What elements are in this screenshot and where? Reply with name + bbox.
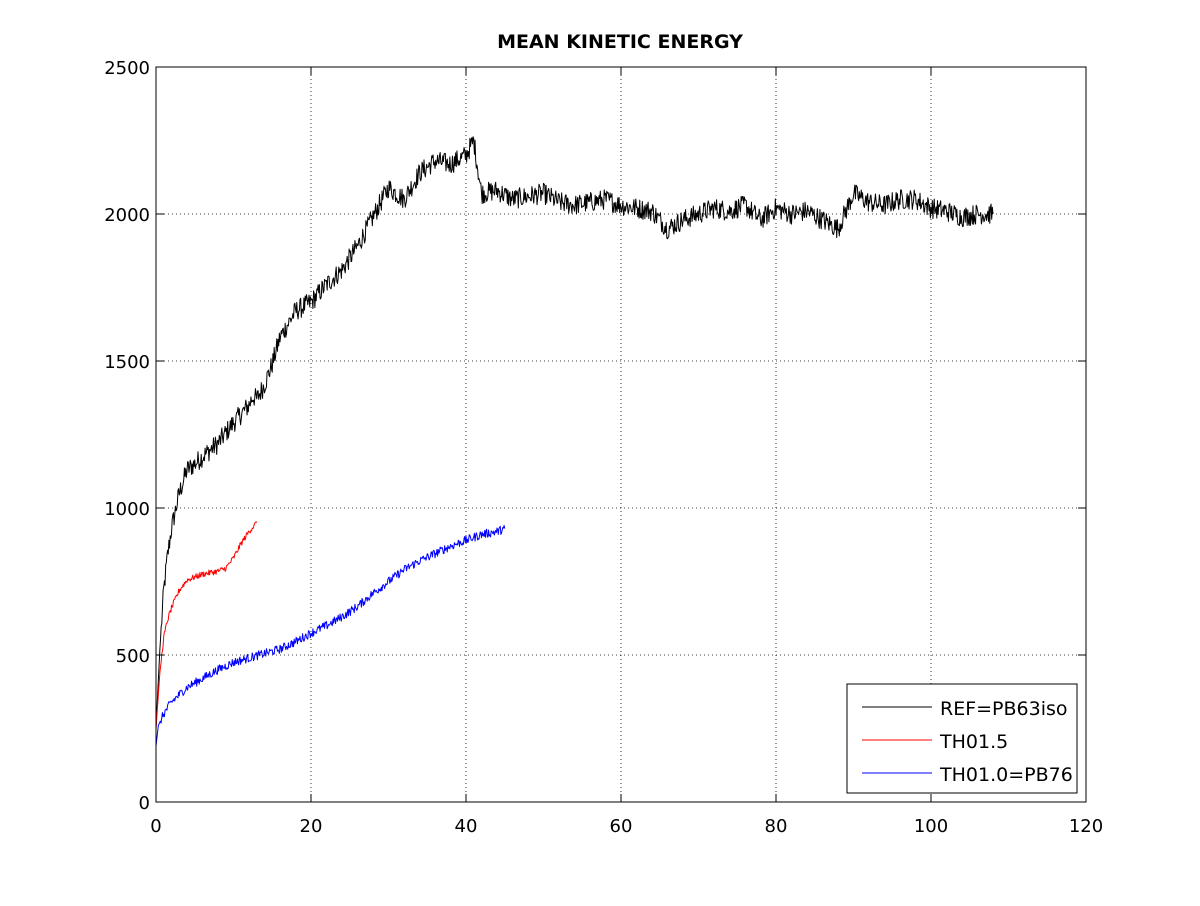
x-tick-label: 40 <box>455 816 478 837</box>
series-line-th015 <box>155 521 258 729</box>
x-tick-label: 100 <box>914 816 948 837</box>
series-group <box>155 136 994 747</box>
y-tick-label: 2500 <box>104 58 150 79</box>
legend-label-th015: TH01.5 <box>939 731 1008 753</box>
x-tick-label: 0 <box>150 816 161 837</box>
y-tick-label: 2000 <box>104 205 150 226</box>
chart-title: MEAN KINETIC ENERGY <box>497 31 743 53</box>
y-tick-label: 500 <box>116 646 150 667</box>
y-tick-label: 1500 <box>104 352 150 373</box>
legend-label-th010: TH01.0=PB76 <box>939 764 1073 786</box>
y-tick-label: 1000 <box>104 499 150 520</box>
x-tick-label: 60 <box>610 816 633 837</box>
ticks: 0 20 40 60 80 100 120 0 500 1000 1500 2000 2500 <box>104 58 1103 837</box>
legend: REF=PB63iso TH01.5 TH01.0=PB76 <box>846 683 1078 794</box>
grid-lines <box>156 67 1086 802</box>
legend-box <box>846 683 1078 794</box>
series-line-th010 <box>155 524 506 747</box>
x-tick-label: 20 <box>300 816 323 837</box>
x-tick-label: 120 <box>1069 816 1103 837</box>
series-line-ref <box>155 136 994 729</box>
x-tick-label: 80 <box>765 816 788 837</box>
y-tick-label: 0 <box>139 793 150 814</box>
legend-label-ref: REF=PB63iso <box>940 698 1068 720</box>
